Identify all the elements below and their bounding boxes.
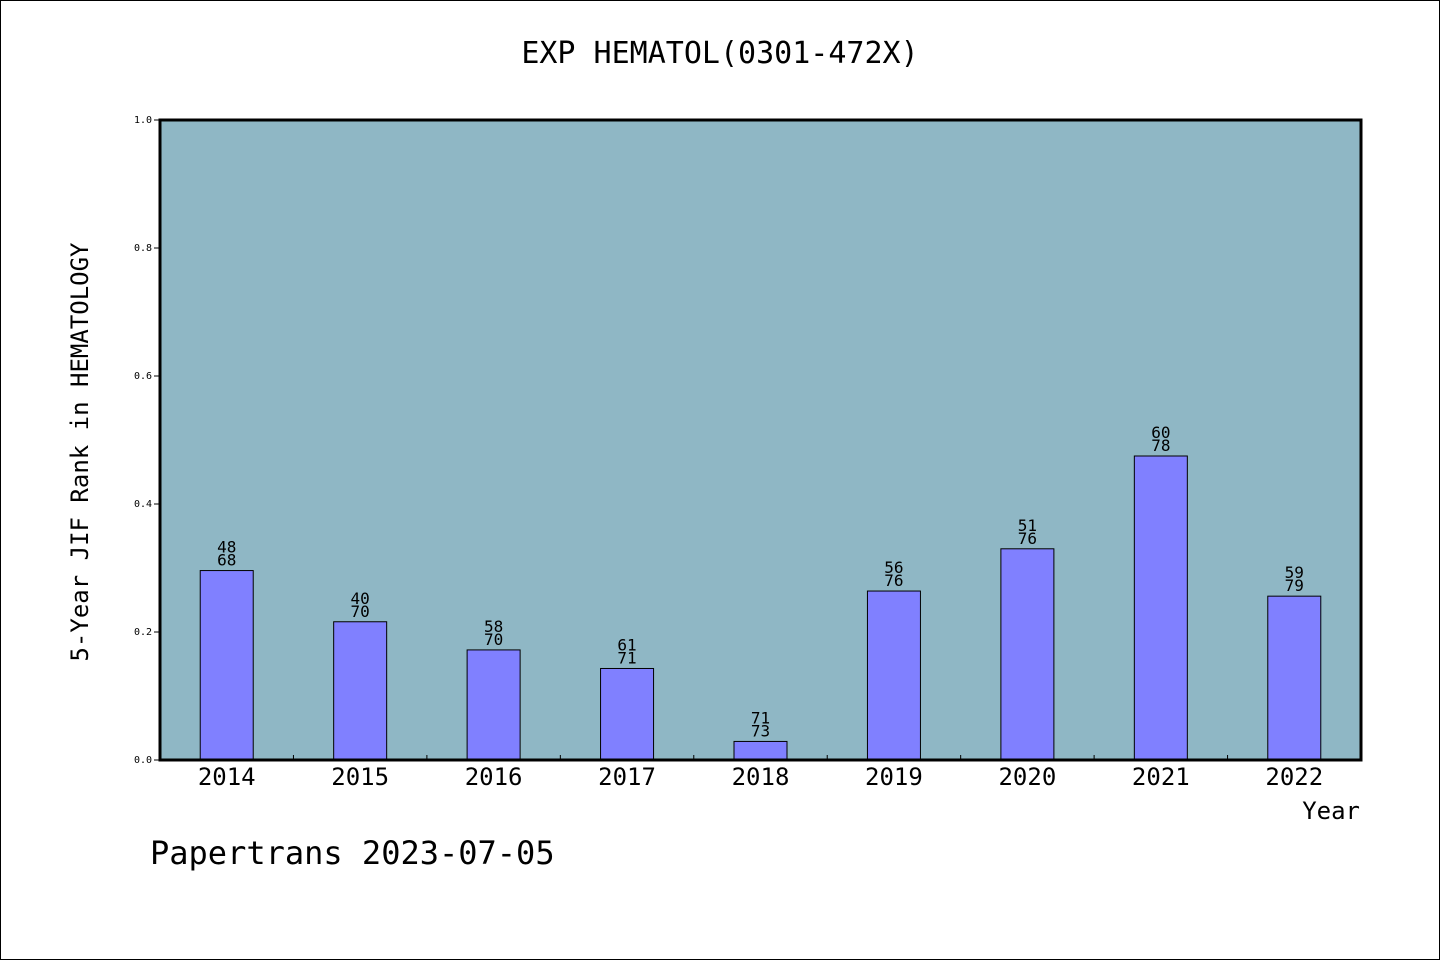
- x-tick-label: 2020: [998, 763, 1056, 791]
- bar: [333, 621, 388, 761]
- bar: [1000, 548, 1055, 761]
- bar: [866, 590, 921, 761]
- footer-watermark: Papertrans 2023-07-05: [150, 834, 555, 872]
- bar: [466, 649, 521, 761]
- bar-label-top: 61: [617, 635, 636, 654]
- y-tick-label: 0.6: [134, 371, 152, 382]
- x-tick-label: 2018: [732, 763, 790, 791]
- bar-label-bottom: 71: [617, 648, 636, 667]
- bar-label-top: 71: [751, 708, 770, 727]
- bar: [600, 667, 655, 761]
- bar-label-bottom: 70: [484, 630, 503, 649]
- bar-label-top: 48: [217, 538, 236, 557]
- bar: [199, 570, 254, 761]
- x-tick-label: 2021: [1132, 763, 1190, 791]
- bar-label-bottom: 76: [1018, 529, 1037, 548]
- bar-label-bottom: 76: [884, 571, 903, 590]
- bar-label-top: 60: [1151, 423, 1170, 442]
- x-tick-label: 2015: [331, 763, 389, 791]
- x-tick-label: 2016: [465, 763, 523, 791]
- bar-label-bottom: 79: [1285, 576, 1304, 595]
- bar-label-top: 59: [1285, 563, 1304, 582]
- y-tick-label: 0.8: [134, 243, 152, 254]
- bar-label-bottom: 73: [751, 721, 770, 740]
- bar-label-bottom: 70: [351, 602, 370, 621]
- y-tick-label: 0.4: [134, 499, 152, 510]
- bar-label-top: 56: [884, 558, 903, 577]
- bar: [1267, 595, 1322, 761]
- x-axis-label: Year: [1302, 797, 1360, 825]
- x-tick-label: 2022: [1265, 763, 1323, 791]
- plot-border: [158, 118, 1363, 762]
- y-tick-label: 0.2: [134, 627, 152, 638]
- y-tick-label: 1.0: [134, 115, 152, 126]
- bar-label-top: 58: [484, 617, 503, 636]
- x-tick-label: 2019: [865, 763, 923, 791]
- y-tick-label: 0.0: [134, 755, 152, 766]
- bar-label-top: 40: [351, 589, 370, 608]
- bar: [1133, 455, 1188, 761]
- bar: [733, 740, 788, 761]
- bar-label-bottom: 78: [1151, 436, 1170, 455]
- bar-label-top: 51: [1018, 516, 1037, 535]
- chart-title: EXP HEMATOL(0301-472X): [521, 36, 919, 71]
- bar-label-bottom: 68: [217, 551, 236, 570]
- x-tick-label: 2017: [598, 763, 656, 791]
- x-tick-label: 2014: [198, 763, 256, 791]
